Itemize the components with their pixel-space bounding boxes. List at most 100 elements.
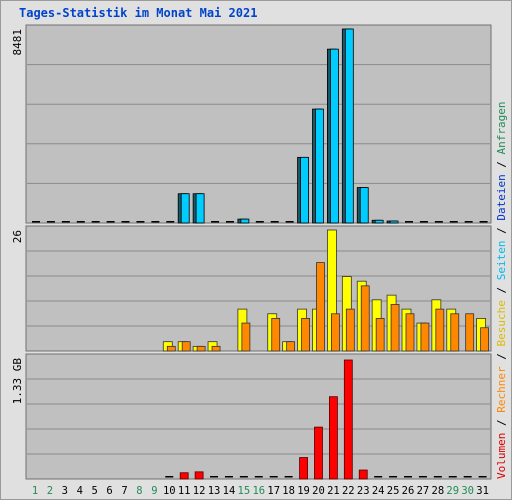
bar-baseline-mark [404, 476, 412, 478]
x-tick-label: 11 [178, 485, 191, 497]
y-max-label: 26 [11, 230, 24, 243]
bar-baseline-mark [151, 221, 160, 223]
bar-rechner [166, 345, 176, 352]
y-max-label: 8481 [11, 29, 24, 56]
legend-separator: / [495, 413, 508, 433]
bar-rechner [420, 322, 430, 352]
legend: Volumen / Rechner / Besuche / Seiten / D… [495, 101, 508, 479]
bar-rechner [330, 313, 340, 352]
bar-baseline-mark [269, 476, 278, 478]
x-tick-label: 15 [238, 485, 251, 497]
bar-rechner [316, 262, 325, 352]
bar-rechner [465, 313, 475, 352]
x-tick-label: 19 [297, 485, 310, 497]
bar-seiten [344, 28, 354, 224]
bar-volumen [328, 396, 338, 480]
x-tick-label: 8 [136, 485, 142, 497]
bar-rechner [435, 308, 445, 352]
bar-volumen [343, 359, 353, 480]
legend-separator: / [495, 347, 508, 367]
panel-background [25, 353, 492, 480]
bar-seiten [240, 218, 250, 224]
bar-volumen [314, 426, 323, 480]
bar-baseline-mark [61, 221, 70, 223]
bar-seiten [300, 156, 309, 224]
x-tick-label: 5 [92, 485, 98, 497]
bar-baseline-mark [418, 476, 427, 478]
bar-baseline-mark [284, 476, 293, 478]
chart-panel-1: 8481 [11, 24, 492, 224]
x-tick-label: 21 [327, 485, 340, 497]
legend-item-volumen: Volumen [495, 433, 508, 479]
bar-baseline-mark [389, 476, 398, 478]
bar-baseline-mark [165, 476, 174, 478]
bar-seiten [195, 193, 205, 224]
bar-baseline-mark [479, 221, 488, 223]
x-tick-label: 23 [357, 485, 370, 497]
bar-baseline-mark [285, 221, 294, 223]
bar-baseline-mark [166, 221, 175, 223]
x-tick-label: 17 [267, 485, 280, 497]
panel-background [25, 24, 492, 224]
bar-baseline-mark [270, 221, 279, 223]
bar-rechner [196, 345, 206, 352]
bar-seiten [359, 187, 369, 224]
bar-rechner [271, 318, 281, 352]
bar-baseline-mark [121, 221, 130, 223]
bar-seiten [180, 193, 190, 224]
bar-rechner [390, 304, 400, 352]
bar-volumen [299, 457, 308, 480]
bar-baseline-mark [255, 221, 264, 223]
legend-item-besuche: Besuche [495, 300, 508, 346]
bar-baseline-mark [224, 476, 233, 478]
x-tick-label: 24 [372, 485, 385, 497]
x-tick-label: 4 [77, 485, 83, 497]
chart-panel-3: 1.33 GB [11, 353, 492, 480]
x-tick-label: 22 [342, 485, 355, 497]
bar-seiten [389, 220, 399, 224]
x-tick-label: 28 [432, 485, 445, 497]
bar-rechner [241, 322, 251, 352]
bar-seiten [329, 48, 339, 224]
chart-panel-2: 26 [11, 225, 492, 352]
bar-rechner [345, 308, 355, 352]
x-tick-label: 6 [106, 485, 112, 497]
x-tick-label: 29 [446, 485, 459, 497]
bar-baseline-mark [32, 221, 40, 223]
x-tick-label: 25 [387, 485, 400, 497]
bar-baseline-mark [405, 221, 413, 223]
x-tick-label: 1 [32, 485, 38, 497]
bar-baseline-mark [464, 221, 473, 223]
x-tick-label: 2 [47, 485, 53, 497]
bar-baseline-mark [46, 221, 55, 223]
legend-item-dateien: Dateien [495, 174, 508, 220]
chart-title: Tages-Statistik im Monat Mai 2021 [19, 6, 258, 20]
bar-seiten [374, 219, 384, 224]
bar-baseline-mark [448, 476, 457, 478]
x-tick-label: 30 [461, 485, 474, 497]
x-tick-label: 16 [252, 485, 265, 497]
legend-item-anfragen: Anfragen [495, 101, 508, 154]
bar-rechner [405, 313, 415, 352]
bar-baseline-mark [211, 221, 220, 223]
bar-volumen [358, 469, 368, 480]
x-tick-label: 31 [476, 485, 489, 497]
legend-item-seiten: Seiten [495, 241, 508, 281]
x-tick-label: 26 [402, 485, 415, 497]
bar-rechner [211, 345, 221, 352]
bar-rechner [375, 318, 385, 352]
legend-separator: / [495, 280, 508, 300]
legend-item-rechner: Rechner [495, 366, 508, 413]
x-tick-label: 20 [312, 485, 325, 497]
legend-separator: / [495, 221, 508, 241]
x-tick-label: 13 [208, 485, 221, 497]
bar-baseline-mark [106, 221, 115, 223]
bar-rechner [450, 313, 460, 352]
bar-baseline-mark [136, 221, 145, 223]
x-tick-label: 9 [151, 485, 157, 497]
bar-baseline-mark [478, 476, 487, 478]
x-tick-label: 27 [417, 485, 430, 497]
bar-baseline-mark [239, 476, 248, 478]
